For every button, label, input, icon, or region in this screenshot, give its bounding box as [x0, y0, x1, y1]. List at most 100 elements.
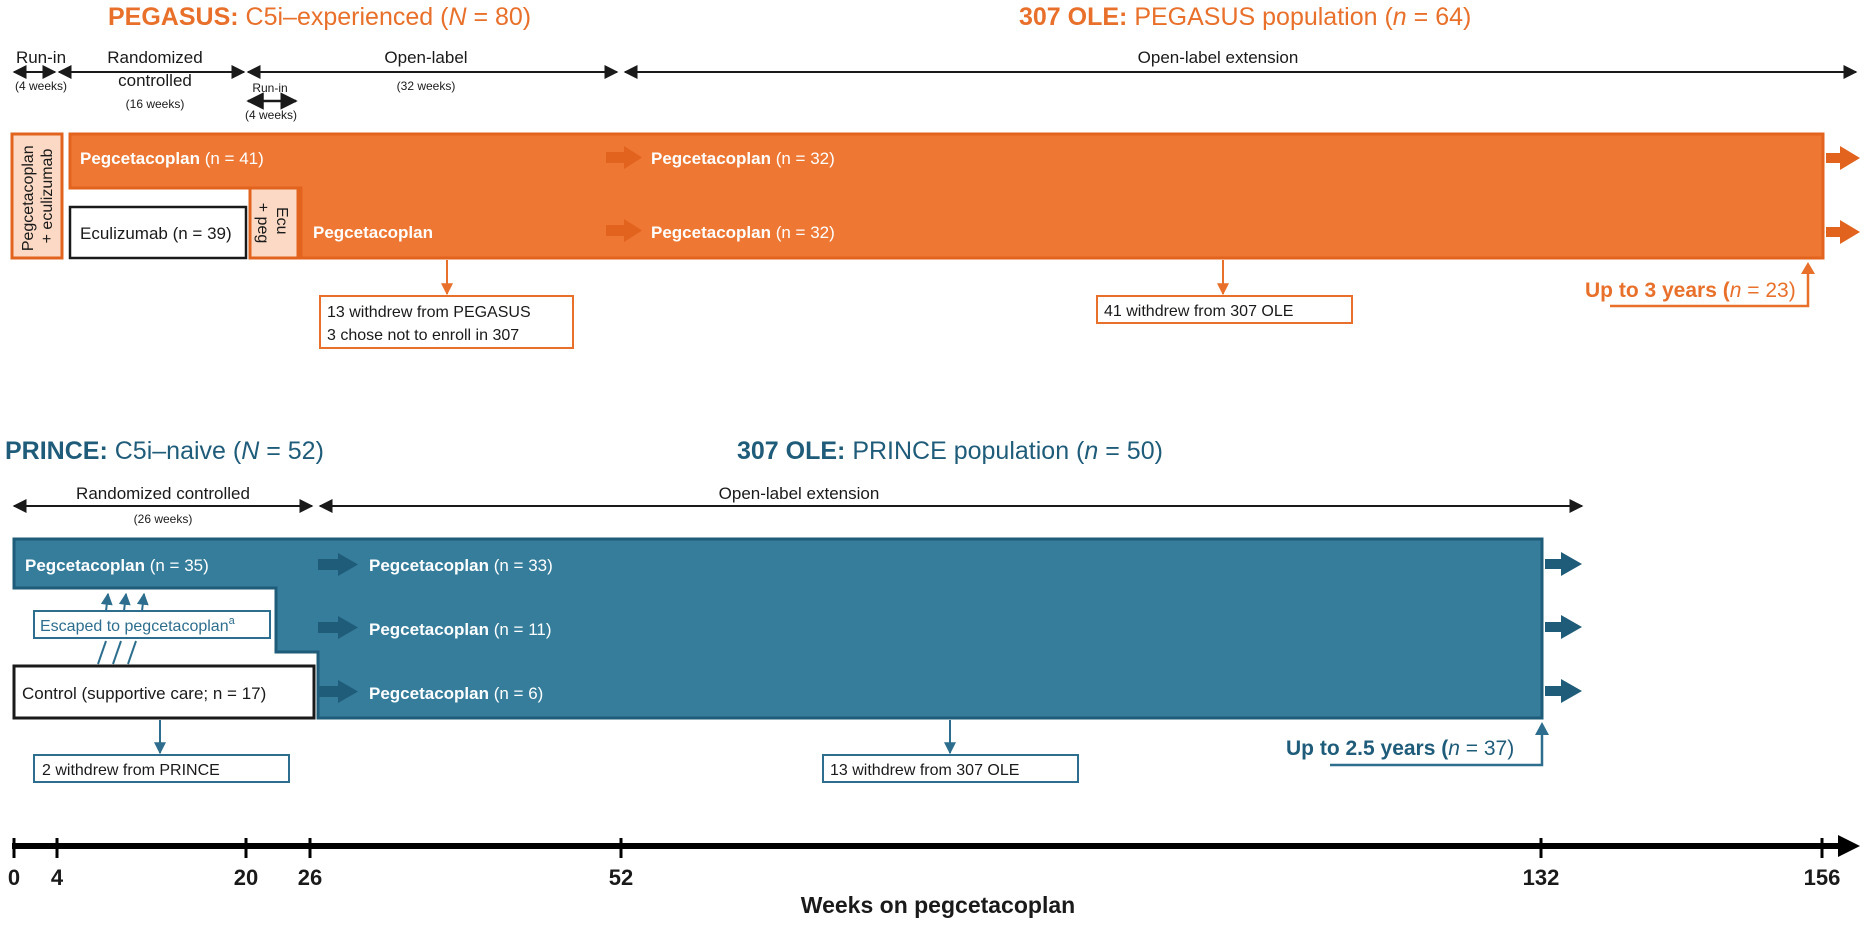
pegasus-upto-text: Up to 3 years (: [1585, 279, 1730, 302]
pegasus-phase-runin: Run-in: [16, 48, 66, 67]
prince-title-eq: = 52): [259, 437, 324, 465]
x-axis-arrowhead: [1838, 835, 1860, 857]
x-axis-tick-label: 52: [609, 865, 633, 890]
prince-end-arrow-2: [1545, 615, 1582, 639]
pegasus-runin-box-label: Pegcetacoplan + eculizumab: [20, 141, 56, 251]
pegasus-arm2-n: (n = 39): [168, 224, 232, 243]
prince-arm1-name: Pegcetacoplan: [25, 556, 145, 575]
x-axis-ticks: 0 4 20 26 52 132 156: [8, 838, 1840, 890]
prince-ole-arm2-name: Pegcetacoplan: [369, 620, 489, 639]
pegasus-withdraw1-line2: 3 chose not to enroll in 307: [327, 327, 519, 344]
prince-ole-arm2-n: (n = 11): [489, 620, 552, 639]
pegasus-withdraw1-box: [319, 295, 574, 349]
pegasus-ole-arm2-label: Pegcetacoplan (n = 32): [651, 223, 835, 242]
prince-title-bold: PRINCE:: [5, 437, 108, 465]
prince-title-var: N: [241, 437, 260, 465]
prince-ole-arm3-n: (n = 6): [489, 684, 543, 703]
pegasus-arm1-n: (n = 41): [200, 149, 264, 168]
pegasus-withdraw1-line1: 13 withdrew from PEGASUS: [327, 304, 531, 321]
pegasus-end-arrow-2: [1826, 220, 1860, 244]
prince-ole-arm1-n: (n = 33): [489, 556, 553, 575]
prince-ole-title-bold: 307 OLE:: [737, 437, 845, 465]
prince-title-rest: C5i–naive (: [108, 437, 242, 465]
prince-escape-arrows: [97, 592, 149, 665]
pegasus-arm2b-label: Pegcetacoplan: [313, 223, 433, 242]
pegasus-title-rest: C5i–experienced (: [239, 3, 450, 31]
x-axis-tick-label: 132: [1523, 865, 1560, 890]
prince-transition-arrow-2: [318, 616, 358, 639]
prince-phase-ole: Open-label extension: [719, 484, 880, 503]
pegasus-ecu-peg-label: Ecu + peg: [254, 203, 290, 243]
prince-ole-arm2-label: Pegcetacoplan (n = 11): [369, 620, 552, 639]
x-axis-tick-label: 4: [51, 865, 64, 890]
prince-transition-arrow-3: [318, 680, 358, 703]
pegasus-ole-title: 307 OLE: PEGASUS population (n = 64): [1019, 3, 1471, 31]
prince-ole-title: 307 OLE: PRINCE population (n = 50): [737, 437, 1163, 465]
pegasus-ecu-peg-box: [248, 186, 300, 260]
pegasus-transition-arrow-1: [606, 146, 642, 169]
pegasus-runin-box-line2: + eculizumab: [39, 149, 56, 244]
prince-upto-eq: = 37): [1460, 737, 1514, 760]
pegasus-upto-var: n: [1730, 279, 1742, 302]
pegasus-upto-label: Up to 3 years (n = 23): [1585, 279, 1796, 302]
pegasus-ole-title-rest: PEGASUS population (: [1127, 3, 1393, 31]
pegasus-ole-arm2-n: (n = 32): [771, 223, 835, 242]
prince-phase-rc: Randomized controlled: [76, 484, 250, 503]
pegasus-withdraw2-box: [1096, 295, 1353, 324]
x-axis-label: Weeks on pegcetacoplan: [801, 892, 1075, 918]
pegasus-arm1-name: Pegcetacoplan: [80, 149, 200, 168]
prince-ole-title-rest: PRINCE population (: [845, 437, 1085, 465]
pegasus-ole-title-var: n: [1393, 3, 1407, 31]
pegasus-ole-arm1-label: Pegcetacoplan (n = 32): [651, 149, 835, 168]
prince-upto-arrowhead: [1535, 722, 1549, 735]
pegasus-arm2-name: Eculizumab: [80, 224, 168, 243]
prince-withdraw2-box: [822, 754, 1079, 783]
prince-phase-rc-duration: (26 weeks): [134, 512, 193, 526]
pegasus-ecu-line2: + peg: [254, 203, 271, 243]
pegasus-phase-runin2: Run-in: [252, 81, 287, 95]
prince-ole-title-eq: = 50): [1098, 437, 1163, 465]
prince-ole-arm1-label: Pegcetacoplan (n = 33): [369, 556, 553, 575]
prince-ole-arm1-name: Pegcetacoplan: [369, 556, 489, 575]
pegasus-phase-rc-line1: Randomized: [107, 48, 202, 67]
pegasus-pegcetacoplan-bar: [68, 132, 1825, 260]
prince-escaped-text: Escaped to pegcetacoplan: [40, 618, 229, 635]
prince-control-box: [12, 664, 316, 720]
pegasus-ole-arm1-n: (n = 32): [771, 149, 835, 168]
pegasus-transition-arrow-2: [606, 219, 642, 242]
pegasus-title-bold: PEGASUS:: [108, 3, 239, 31]
prince-withdraw1-text: 2 withdrew from PRINCE: [42, 762, 220, 779]
prince-upto-var: n: [1448, 737, 1460, 760]
prince-escaped-sup: a: [229, 615, 236, 627]
prince-escaped-label: Escaped to pegcetacoplana: [40, 615, 236, 635]
pegasus-runin-box: [10, 132, 64, 260]
prince-escaped-box: [33, 610, 271, 639]
x-axis-tick-label: 0: [8, 865, 20, 890]
prince-ole-arm3-name: Pegcetacoplan: [369, 684, 489, 703]
prince-withdraw2-text: 13 withdrew from 307 OLE: [830, 762, 1019, 779]
pegasus-phase-runin-duration: (4 weeks): [15, 79, 67, 93]
pegasus-end-arrow-1: [1826, 146, 1860, 170]
pegasus-eculizumab-box: [68, 205, 248, 260]
prince-pegcetacoplan-bar: [12, 537, 1544, 720]
pegasus-title-var: N: [448, 3, 467, 31]
pegasus-phase-ol-duration: (32 weeks): [397, 79, 456, 93]
prince-ole-title-var: n: [1084, 437, 1098, 465]
pegasus-title-eq: = 80): [467, 3, 532, 31]
prince-control-text: Control (supportive care; n = 17): [22, 684, 266, 703]
prince-withdraw1-box: [33, 754, 290, 783]
prince-arm1-label: Pegcetacoplan (n = 35): [25, 556, 209, 575]
pegasus-title: PEGASUS: C5i–experienced (N = 80): [108, 3, 531, 31]
pegasus-ecu-line1: Ecu: [273, 207, 290, 235]
pegasus-phase-ol: Open-label: [384, 48, 467, 67]
pegasus-upto-connector: [1610, 270, 1810, 308]
pegasus-runin-box-line1: Pegcetacoplan: [20, 145, 37, 251]
pegasus-withdraw2-text: 41 withdrew from 307 OLE: [1104, 303, 1293, 320]
prince-end-arrow-1: [1545, 552, 1582, 576]
prince-ole-arm3-label: Pegcetacoplan (n = 6): [369, 684, 543, 703]
pegasus-eculizumab-label: Eculizumab (n = 39): [80, 224, 232, 243]
x-axis-tick-label: 20: [234, 865, 258, 890]
pegasus-ole-title-eq: = 64): [1407, 3, 1472, 31]
